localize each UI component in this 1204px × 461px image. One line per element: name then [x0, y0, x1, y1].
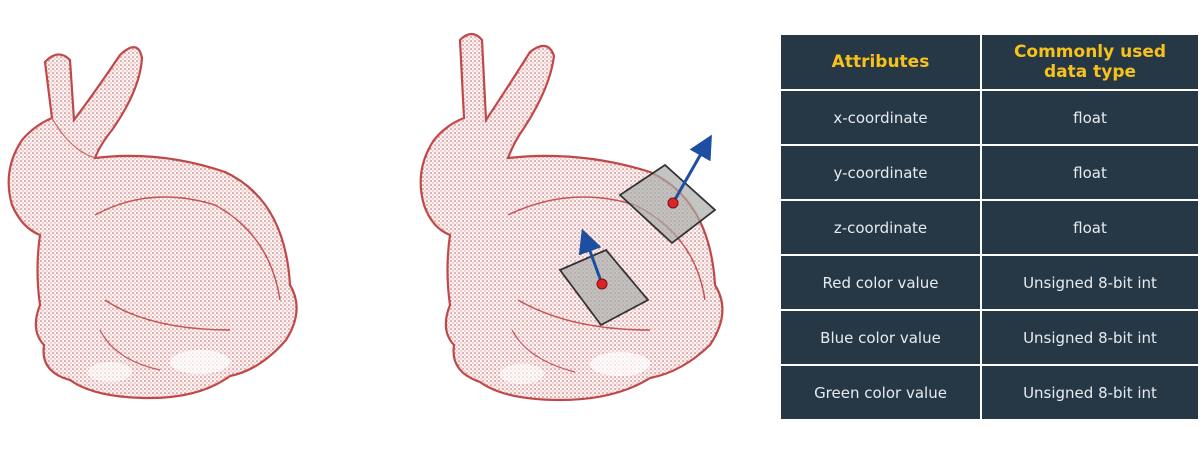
data-type-cell: Unsigned 8-bit int — [980, 254, 1200, 311]
sample-point-upper — [667, 197, 679, 209]
sample-point-lower — [596, 278, 608, 290]
bunny-point-cloud-right — [419, 32, 724, 402]
data-type-cell: float — [980, 144, 1200, 201]
table-row: Red color value Unsigned 8-bit int — [779, 254, 1200, 311]
attribute-cell: y-coordinate — [779, 144, 982, 201]
normal-arrow-lower-icon — [578, 228, 604, 285]
table-header-row: Attributes Commonly used data type — [779, 33, 1200, 91]
table-row: y-coordinate float — [779, 144, 1200, 201]
attribute-cell: Blue color value — [779, 309, 982, 366]
normal-arrow-upper-icon — [671, 134, 712, 204]
bunny-point-cloud-left — [7, 46, 298, 400]
table-row: x-coordinate float — [779, 89, 1200, 146]
bunny-body-right — [419, 32, 724, 402]
header-data-type-line2: data type — [1043, 62, 1137, 82]
attribute-cell: x-coordinate — [779, 89, 982, 146]
header-data-type-line1: Commonly used — [1013, 42, 1167, 62]
data-type-cell: Unsigned 8-bit int — [980, 364, 1200, 421]
header-attributes: Attributes — [779, 33, 982, 91]
attribute-cell: Red color value — [779, 254, 982, 311]
surface-patch-lower — [558, 228, 650, 327]
surface-patch-upper — [618, 134, 717, 245]
header-attributes-label: Attributes — [831, 52, 930, 72]
attributes-table: Attributes Commonly used data type x-coo… — [779, 33, 1200, 421]
header-data-type: Commonly used data type — [980, 33, 1200, 91]
bunny-body-left — [7, 46, 298, 400]
attribute-cell: Green color value — [779, 364, 982, 421]
table-row: Green color value Unsigned 8-bit int — [779, 364, 1200, 421]
attribute-cell: z-coordinate — [779, 199, 982, 256]
table-row: z-coordinate float — [779, 199, 1200, 256]
data-type-cell: Unsigned 8-bit int — [980, 309, 1200, 366]
data-type-cell: float — [980, 89, 1200, 146]
table-row: Blue color value Unsigned 8-bit int — [779, 309, 1200, 366]
data-type-cell: float — [980, 199, 1200, 256]
